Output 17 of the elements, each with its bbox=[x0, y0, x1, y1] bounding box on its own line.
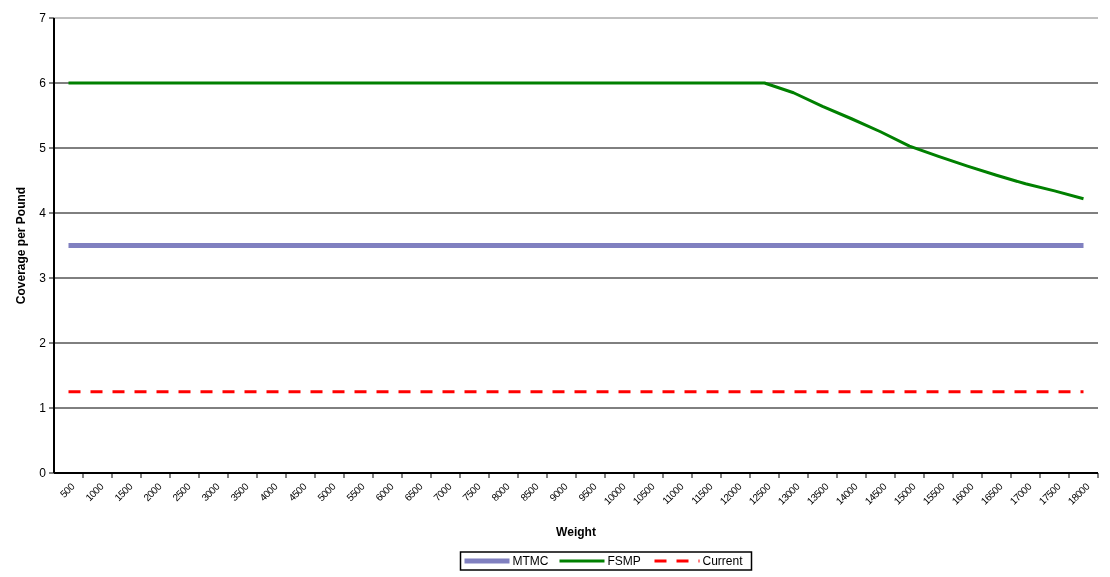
y-tick-label: 3 bbox=[39, 271, 47, 286]
y-tick-label: 2 bbox=[39, 336, 47, 351]
y-tick-label: 4 bbox=[39, 206, 47, 221]
x-tick-label: 500 bbox=[57, 480, 78, 500]
line-series bbox=[67, 81, 1085, 201]
x-tick-label: 7000 bbox=[431, 480, 455, 504]
y-axis-title: Coverage per Pound bbox=[14, 186, 28, 305]
y-tick-label: 7 bbox=[39, 11, 47, 26]
y-tick-label: 0 bbox=[39, 466, 47, 481]
y-tick-label: 5 bbox=[39, 141, 47, 156]
x-tick-label: 7500 bbox=[460, 480, 484, 504]
legend-label: MTMC bbox=[512, 554, 549, 569]
y-tick-label: 6 bbox=[39, 76, 47, 91]
y-tick-label: 1 bbox=[39, 401, 47, 416]
x-axis-title: Weight bbox=[556, 525, 596, 539]
legend-label: FSMP bbox=[607, 554, 641, 569]
legend-label: Current bbox=[702, 554, 744, 569]
